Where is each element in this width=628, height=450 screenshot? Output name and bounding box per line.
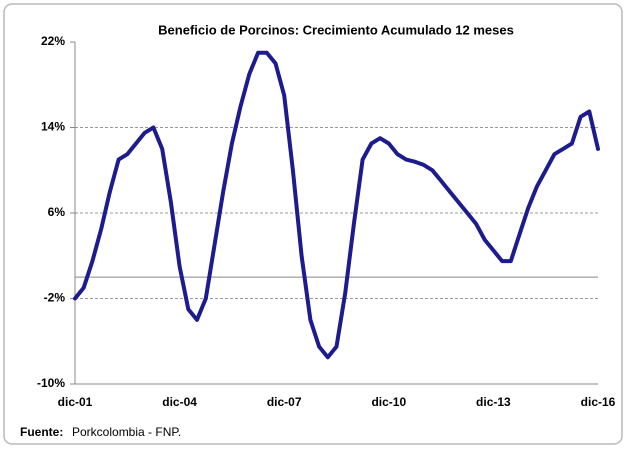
line	[73, 50, 600, 360]
y-tick-label: 6%	[48, 205, 66, 219]
x-tick-label: dic-16	[581, 395, 616, 409]
x-tick-label: dic-07	[267, 395, 302, 409]
y-tick-label: -10%	[37, 376, 65, 390]
y-tick-label: 14%	[41, 120, 65, 134]
y-tick-label: -2%	[44, 291, 66, 305]
source: Porkcolombia - FNP.	[72, 425, 181, 439]
x-tick-label: dic-04	[162, 395, 197, 409]
source-label: Fuente:	[20, 425, 63, 439]
x-tick-label: dic-10	[371, 395, 406, 409]
chart-frame	[3, 3, 623, 445]
y-tick-label: 22%	[41, 34, 65, 48]
x-tick-label: dic-13	[476, 395, 511, 409]
chart-title: Beneficio de Porcinos: Crecimiento Acumu…	[158, 22, 514, 37]
x-tick-label: dic-01	[58, 395, 93, 409]
